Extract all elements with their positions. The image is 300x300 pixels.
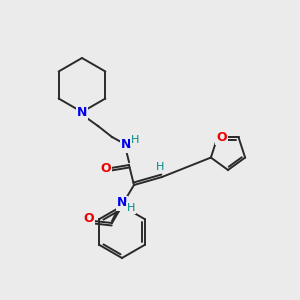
Text: N: N: [77, 106, 87, 118]
Text: H: H: [131, 135, 139, 145]
Text: O: O: [101, 161, 111, 175]
Text: H: H: [156, 162, 164, 172]
Text: O: O: [216, 131, 227, 144]
Text: H: H: [127, 203, 135, 213]
Text: O: O: [84, 212, 94, 226]
Text: N: N: [117, 196, 127, 209]
Text: N: N: [121, 139, 131, 152]
